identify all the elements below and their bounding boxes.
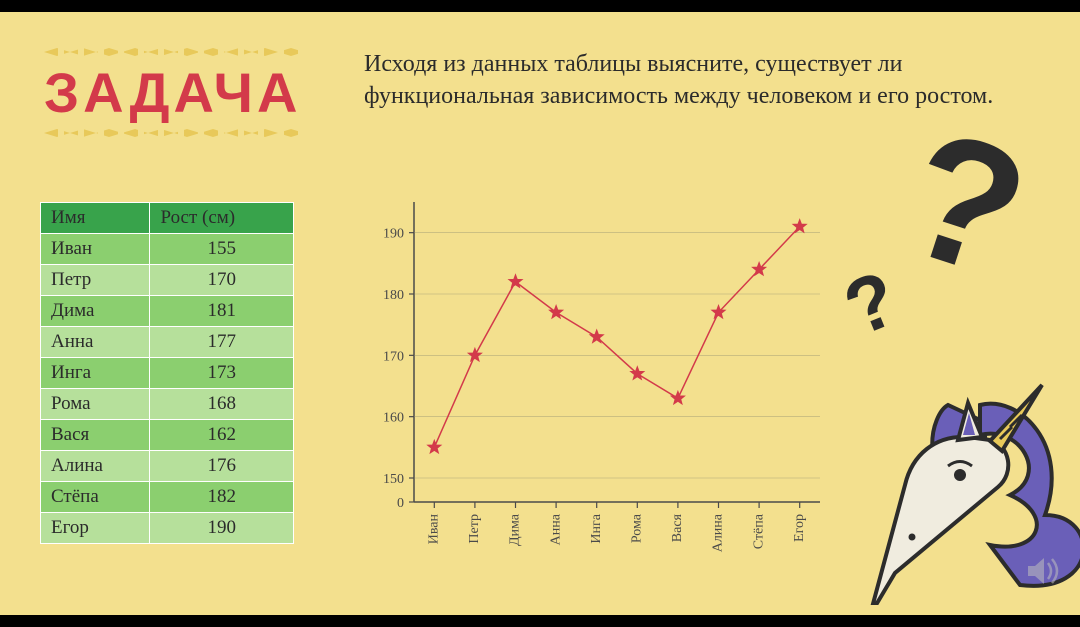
- table-row: Стёпа182: [41, 482, 294, 513]
- cell-height: 170: [150, 265, 294, 296]
- cell-height: 168: [150, 389, 294, 420]
- slide: ЗАДАЧА Исходя из данных таблицы выясните…: [0, 0, 1080, 627]
- cell-height: 173: [150, 358, 294, 389]
- svg-text:180: 180: [383, 288, 404, 303]
- svg-text:Дима: Дима: [508, 513, 523, 546]
- svg-text:Петр: Петр: [467, 514, 482, 544]
- table-row: Рома168: [41, 389, 294, 420]
- table-row: Иван155: [41, 234, 294, 265]
- cell-height: 155: [150, 234, 294, 265]
- question-text: Исходя из данных таблицы выясните, сущес…: [364, 48, 994, 113]
- cell-name: Инга: [41, 358, 150, 389]
- svg-text:Егор: Егор: [792, 514, 807, 542]
- table-row: Петр170: [41, 265, 294, 296]
- cell-name: Дима: [41, 296, 150, 327]
- cell-name: Стёпа: [41, 482, 150, 513]
- data-table: Имя Рост (см) Иван155Петр170Дима181Анна1…: [40, 202, 294, 544]
- cell-name: Анна: [41, 327, 150, 358]
- svg-text:160: 160: [383, 411, 404, 426]
- cell-name: Петр: [41, 265, 150, 296]
- cell-name: Рома: [41, 389, 150, 420]
- svg-text:Анна: Анна: [548, 513, 563, 545]
- svg-text:Рома: Рома: [630, 513, 645, 543]
- cell-name: Егор: [41, 513, 150, 544]
- svg-text:150: 150: [383, 472, 404, 487]
- col-name: Имя: [41, 203, 150, 234]
- cell-height: 182: [150, 482, 294, 513]
- height-chart: 0 150 160 170 180 190 Иван Петр Дима Анна Инга Рома…: [360, 192, 830, 592]
- svg-text:Инга: Инга: [589, 513, 604, 543]
- col-height: Рост (см): [150, 203, 294, 234]
- table-row: Инга173: [41, 358, 294, 389]
- svg-text:Стёпа: Стёпа: [751, 513, 766, 549]
- cell-name: Вася: [41, 420, 150, 451]
- table-row: Вася162: [41, 420, 294, 451]
- svg-text:0: 0: [397, 496, 404, 511]
- svg-text:190: 190: [383, 227, 404, 242]
- cell-name: Алина: [41, 451, 150, 482]
- cell-height: 162: [150, 420, 294, 451]
- table-header-row: Имя Рост (см): [41, 203, 294, 234]
- question-mark-icon-large: ?: [890, 119, 1039, 290]
- table-row: Дима181: [41, 296, 294, 327]
- cell-height: 181: [150, 296, 294, 327]
- sound-icon: [1022, 551, 1062, 591]
- cell-name: Иван: [41, 234, 150, 265]
- table-row: Егор190: [41, 513, 294, 544]
- cell-height: 176: [150, 451, 294, 482]
- svg-text:170: 170: [383, 349, 404, 364]
- cell-height: 190: [150, 513, 294, 544]
- svg-text:Алина: Алина: [711, 513, 726, 552]
- table-row: Алина176: [41, 451, 294, 482]
- cell-height: 177: [150, 327, 294, 358]
- page-title: ЗАДАЧА: [44, 60, 301, 125]
- svg-text:Вася: Вася: [670, 513, 685, 542]
- table-row: Анна177: [41, 327, 294, 358]
- svg-text:Иван: Иван: [427, 514, 442, 545]
